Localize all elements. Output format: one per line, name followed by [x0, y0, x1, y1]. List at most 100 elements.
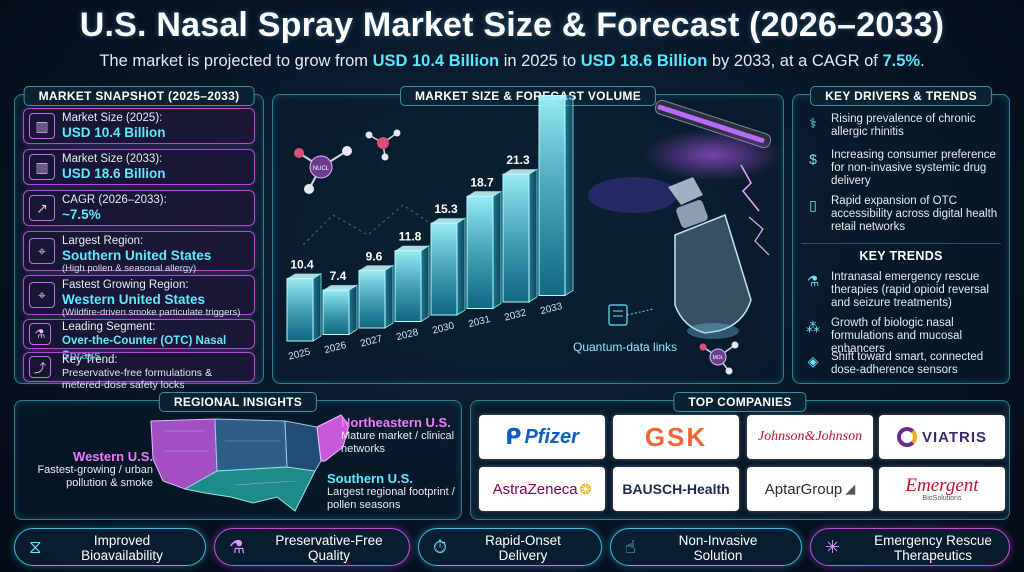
year-tick-label: 2027	[359, 333, 384, 349]
bar-group: 10.4 2025	[286, 258, 322, 363]
dna-icon: ⧖	[29, 537, 42, 557]
subtitle-value-2025: USD 10.4 Billion	[372, 52, 500, 70]
us-map-icon: ⌖	[29, 238, 55, 264]
snapshot-card-largest-region: ⌖ Largest Region: Southern United States(…	[23, 231, 255, 274]
pfizer-icon: ᑭ	[505, 424, 522, 449]
subtitle-text: .	[920, 52, 925, 70]
subtitle-cagr: 7.5%	[882, 52, 921, 70]
us-map-icon: ⌖	[29, 282, 55, 308]
driver-text: Increasing consumer preference for non-i…	[831, 149, 996, 187]
snapshot-card-size-2025: ▥ Market Size (2025): USD 10.4 Billion	[23, 108, 255, 144]
trend-text: Growth of biologic nasal formulations an…	[831, 317, 963, 355]
driver-text: Rapid expansion of OTC accessibility acr…	[831, 195, 998, 233]
top-companies-heading: TOP COMPANIES	[673, 392, 807, 412]
snapshot-label: Leading Segment:	[62, 321, 156, 333]
bar-side	[312, 272, 322, 342]
feature-text: Improved Bioavailability	[81, 533, 163, 563]
forecast-chart-heading: MARKET SIZE & FORECAST VOLUME	[399, 86, 657, 106]
us-map-graphic	[150, 414, 350, 512]
subtitle-text: by 2033, at a CAGR of	[707, 52, 883, 70]
bar-group: 15.3 2030	[430, 202, 466, 337]
page-title: U.S. Nasal Spray Market Size & Forecast …	[79, 6, 945, 44]
region-south-title: Southern U.S.	[327, 471, 413, 486]
market-snapshot-heading: MARKET SNAPSHOT (2025–2033)	[23, 86, 255, 106]
snapshot-card-leading-segment: ⚗ Leading Segment: Over-the-Counter (OTC)…	[23, 319, 255, 362]
bar-group: 9.6 2027	[358, 249, 394, 350]
snapshot-card-fastest-region: ⌖ Fastest Growing Region: Western United …	[23, 275, 255, 318]
network-line	[302, 204, 434, 246]
bar-side	[528, 168, 538, 303]
snapshot-card-size-2033: ▥ Market Size (2033): USD 18.6 Billion	[23, 149, 255, 185]
bars-layer: 10.4 2025 7.4 2026 9.6 2027 11.8 2028 15.3 2030 18…	[286, 95, 574, 363]
snapshot-value: USD 10.4 Billion	[62, 125, 166, 140]
logo-johnson-johnson: Johnson&Johnson	[747, 415, 873, 459]
nasal-spray-bottle-graphic	[588, 164, 770, 339]
logo-subtext: BioSolutions	[922, 494, 962, 502]
page-subtitle: The market is projected to grow from USD…	[0, 52, 1024, 71]
bar-top	[431, 218, 465, 224]
year-tick-label: 2028	[395, 327, 420, 343]
sensor-chip-icon: ◈	[807, 353, 819, 369]
medical-star-icon: ✳	[825, 537, 841, 557]
snapshot-label: Largest Region:	[62, 235, 144, 247]
feature-improved-bioavailability: ⧖ Improved Bioavailability	[14, 528, 206, 566]
feature-text: Emergency Rescue Therapeutics	[874, 533, 992, 563]
uv-lamp-graphic	[643, 99, 783, 181]
region-south: Southern U.S. Largest regional footprint…	[327, 471, 459, 512]
trend-line-icon: ⤴	[29, 356, 51, 378]
regional-insights-heading: REGIONAL INSIGHTS	[158, 392, 318, 412]
trend-text: Intranasal emergency rescue therapies (r…	[831, 271, 989, 309]
midwest-region	[284, 420, 322, 472]
market-snapshot-panel: MARKET SNAPSHOT (2025–2033) ▥ Market Siz…	[14, 86, 264, 391]
molecule-graphic: NUCL	[294, 146, 352, 194]
growth-chart-icon: ↗	[29, 195, 55, 221]
trend-text: Shift toward smart, connected dose-adher…	[831, 351, 984, 376]
central-region	[214, 418, 288, 472]
bar-value-label: 15.3	[434, 202, 458, 216]
feature-rapid-onset: ⏱ Rapid-Onset Delivery	[418, 528, 602, 566]
bar-value-label: 18.7	[470, 175, 494, 189]
driver-text: Rising prevalence of chronic allergic rh…	[831, 113, 976, 138]
hand-spray-icon: ☝	[625, 537, 636, 557]
region-northeast-text: Mature market / clinical networks	[341, 430, 455, 455]
feature-emergency-rescue: ✳ Emergency Rescue Therapeutics	[810, 528, 1010, 566]
forecast-chart-panel: MARKET SIZE & FORECAST VOLUME	[272, 86, 784, 384]
snapshot-note: (High pollen & seasonal allergy)	[62, 263, 197, 274]
bar-value-label: 11.8	[399, 230, 422, 244]
aptar-icon: ◢	[845, 481, 856, 496]
flask-icon: ⚗	[229, 537, 246, 557]
trend-item: ⁂ Growth of biologic nasal formulations …	[799, 317, 1003, 355]
bar	[322, 289, 350, 336]
hand-coin-icon: $	[809, 151, 817, 167]
snapshot-label: Market Size (2025):	[62, 112, 163, 124]
spray-bottle-icon: ⚗	[806, 273, 820, 289]
spray-bottle-icon: ⚗	[29, 323, 51, 345]
logo-text: Pfizer	[524, 425, 579, 448]
bar-value-label: 21.3	[506, 153, 530, 167]
snapshot-label: CAGR (2026–2033):	[62, 194, 167, 206]
feature-non-invasive: ☝ Non-Invasive Solution	[610, 528, 802, 566]
subtitle-text: The market is projected to grow from	[99, 52, 373, 70]
region-west: Western U.S. Fastest-growing / urban pol…	[25, 449, 153, 490]
molecule-label: NUCL	[313, 166, 330, 172]
key-trends-heading: KEY TRENDS	[859, 249, 943, 263]
feature-text: Rapid-Onset Delivery	[485, 533, 561, 563]
snapshot-value: Western United States	[62, 292, 206, 307]
bar-top	[503, 169, 537, 175]
snapshot-card-key-trend: ⤴ Key Trend: Preservative-free formulatio…	[23, 352, 255, 391]
molecule-label: MOL	[713, 355, 724, 361]
region-west-title: Western U.S.	[73, 449, 153, 464]
snapshot-label: Fastest Growing Region:	[62, 279, 189, 291]
bar-group: 7.4 2026	[322, 269, 358, 356]
logo-viatris: VIATRIS	[879, 415, 1005, 459]
region-northeast: Northeastern U.S. Mature market / clinic…	[341, 415, 459, 456]
bar-group: 21.3 2032	[502, 153, 538, 324]
logo-text: VIATRIS	[921, 428, 988, 446]
molecule-graphic-bottom: MOL	[699, 341, 739, 375]
year-tick-label: 2025	[287, 346, 312, 362]
bar-group: 18.7 2031	[466, 175, 502, 330]
snapshot-value: ~7.5%	[62, 207, 101, 222]
logo-text: GSK	[644, 421, 708, 452]
quantum-data-link-graphic	[608, 304, 654, 326]
snapshot-value: Southern United States	[62, 248, 212, 263]
